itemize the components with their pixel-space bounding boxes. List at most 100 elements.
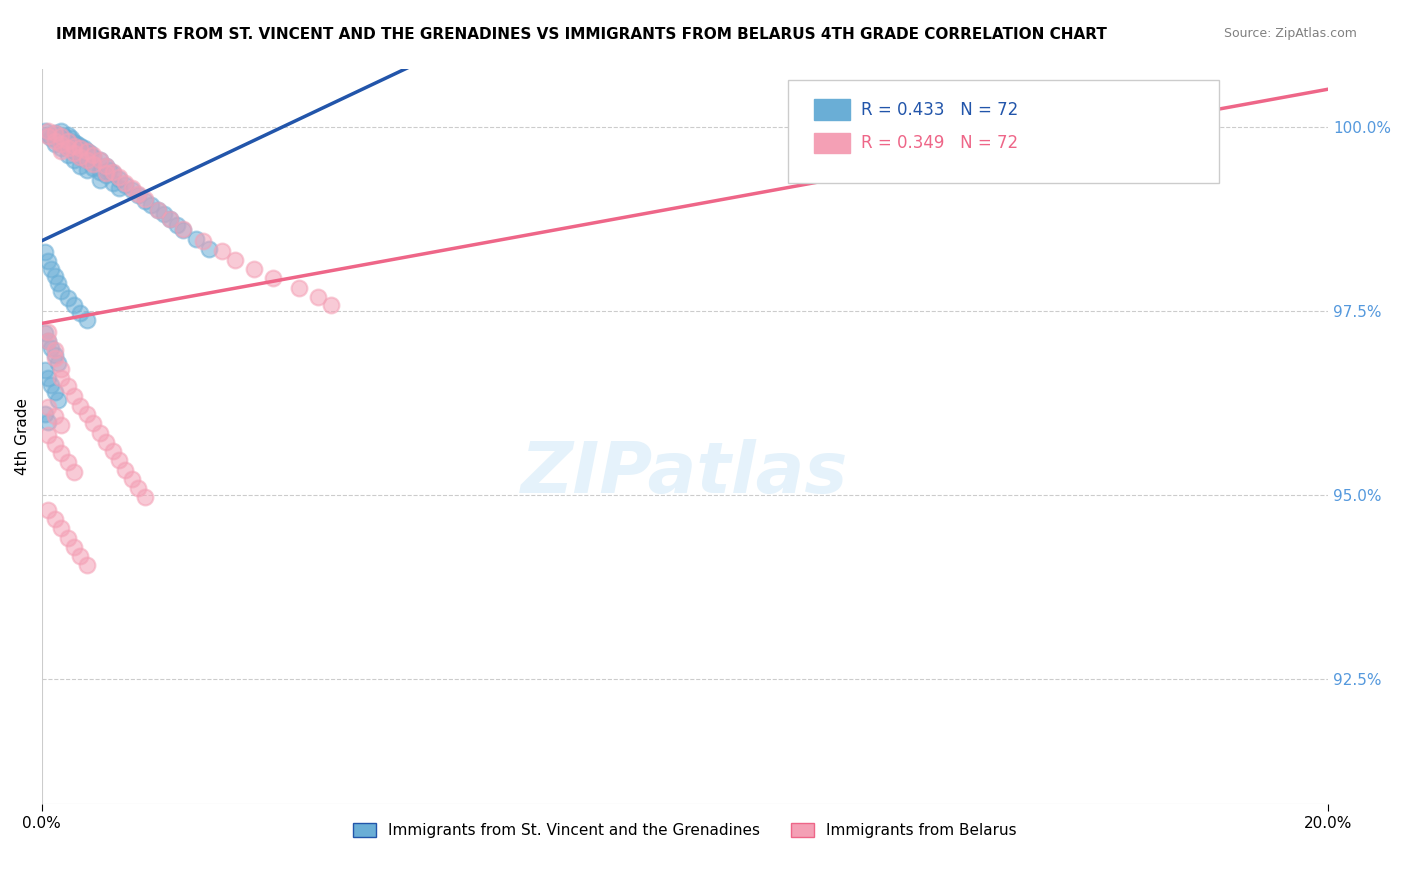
- Point: [121, 183, 143, 197]
- Point: [321, 298, 343, 312]
- Point: [211, 244, 233, 258]
- Legend: Immigrants from St. Vincent and the Grenadines, Immigrants from Belarus: Immigrants from St. Vincent and the Gren…: [347, 817, 1022, 845]
- Point: [94, 159, 117, 173]
- Point: [94, 159, 117, 173]
- Point: [63, 465, 86, 479]
- Point: [89, 153, 111, 168]
- Point: [98, 163, 121, 178]
- Text: R = 0.349   N = 72: R = 0.349 N = 72: [862, 134, 1018, 152]
- Point: [49, 136, 72, 151]
- Point: [44, 136, 66, 151]
- Point: [34, 363, 56, 377]
- Point: [46, 129, 69, 144]
- Point: [44, 134, 66, 148]
- Point: [108, 180, 131, 194]
- Point: [172, 223, 194, 237]
- Point: [159, 212, 181, 227]
- Point: [37, 325, 59, 339]
- Point: [63, 144, 86, 158]
- Point: [46, 356, 69, 370]
- Point: [37, 428, 59, 442]
- Point: [76, 313, 98, 327]
- Point: [69, 150, 91, 164]
- Point: [101, 176, 124, 190]
- Point: [37, 128, 59, 142]
- Point: [69, 549, 91, 563]
- Point: [89, 153, 111, 168]
- Point: [37, 334, 59, 348]
- Point: [82, 416, 104, 430]
- Point: [172, 222, 194, 236]
- Point: [82, 157, 104, 171]
- Point: [127, 481, 149, 495]
- Point: [37, 370, 59, 384]
- Point: [134, 193, 156, 207]
- Point: [114, 178, 136, 192]
- Point: [49, 418, 72, 433]
- Point: [34, 245, 56, 260]
- Point: [44, 126, 66, 140]
- Bar: [814, 99, 849, 120]
- Point: [108, 172, 131, 186]
- Point: [37, 254, 59, 268]
- Point: [49, 134, 72, 148]
- Point: [53, 129, 76, 144]
- Point: [76, 408, 98, 422]
- Point: [94, 168, 117, 182]
- Point: [101, 444, 124, 458]
- Point: [41, 261, 63, 276]
- Point: [44, 343, 66, 357]
- Point: [49, 521, 72, 535]
- Point: [37, 334, 59, 348]
- Point: [121, 180, 143, 194]
- Text: R = 0.433   N = 72: R = 0.433 N = 72: [862, 101, 1018, 119]
- Point: [166, 218, 188, 232]
- Point: [69, 141, 91, 155]
- Point: [49, 124, 72, 138]
- Point: [89, 173, 111, 187]
- Point: [49, 144, 72, 158]
- Point: [44, 385, 66, 400]
- Point: [159, 212, 181, 227]
- Point: [56, 531, 79, 545]
- Point: [63, 389, 86, 403]
- Point: [44, 351, 66, 366]
- Point: [114, 462, 136, 476]
- Point: [69, 150, 91, 164]
- Point: [114, 176, 136, 190]
- Point: [46, 277, 69, 291]
- Point: [34, 408, 56, 422]
- FancyBboxPatch shape: [787, 79, 1219, 183]
- Point: [41, 131, 63, 145]
- Point: [49, 445, 72, 459]
- Point: [307, 290, 329, 304]
- Point: [37, 129, 59, 144]
- Point: [198, 242, 221, 256]
- Point: [63, 540, 86, 554]
- Bar: [814, 133, 849, 153]
- Point: [44, 126, 66, 140]
- Point: [37, 415, 59, 429]
- Point: [76, 144, 98, 158]
- Point: [56, 138, 79, 153]
- Point: [56, 379, 79, 393]
- Point: [153, 207, 176, 221]
- Point: [134, 490, 156, 504]
- Point: [56, 455, 79, 469]
- Point: [63, 135, 86, 149]
- Point: [56, 148, 79, 162]
- Point: [69, 399, 91, 413]
- Point: [49, 361, 72, 376]
- Point: [82, 161, 104, 175]
- Point: [44, 409, 66, 423]
- Point: [56, 134, 79, 148]
- Point: [41, 341, 63, 355]
- Point: [37, 400, 59, 414]
- Point: [37, 124, 59, 138]
- Point: [72, 141, 94, 155]
- Point: [59, 131, 82, 145]
- Text: Source: ZipAtlas.com: Source: ZipAtlas.com: [1223, 27, 1357, 40]
- Point: [66, 136, 89, 151]
- Point: [89, 425, 111, 440]
- Point: [262, 271, 284, 285]
